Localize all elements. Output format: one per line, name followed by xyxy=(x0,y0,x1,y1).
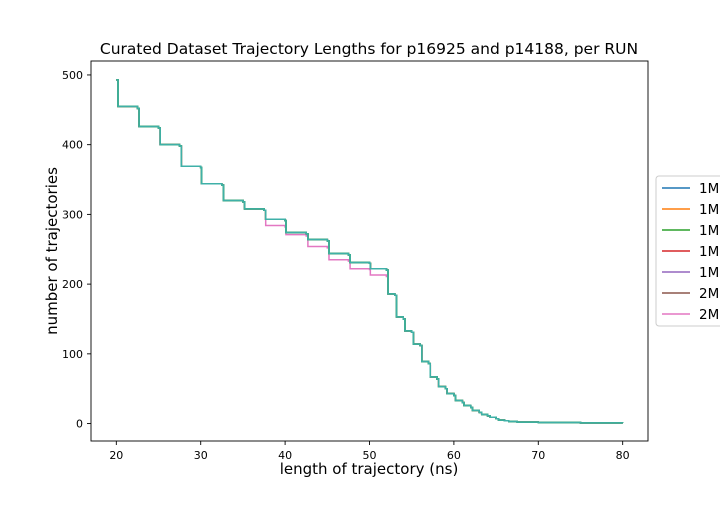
x-tick-label: 60 xyxy=(447,449,461,462)
series-line-12 xyxy=(116,79,624,424)
series-line-3 xyxy=(116,79,624,424)
x-tick-label: 40 xyxy=(278,449,292,462)
legend-label: 1M xyxy=(699,181,719,197)
legend-label: 1M xyxy=(699,244,719,260)
series-line-2 xyxy=(116,79,624,424)
legend: 1M 1M 1M 1M 1M 2M 2M xyxy=(655,175,720,327)
x-tick-label: 20 xyxy=(109,449,123,462)
series-line-1 xyxy=(116,79,624,424)
x-axis-label: length of trajectory (ns) xyxy=(280,460,459,478)
series-line-10 xyxy=(116,79,624,424)
legend-label: 2M xyxy=(699,307,719,323)
x-tick-label: 50 xyxy=(363,449,377,462)
legend-label: 1M xyxy=(699,202,719,218)
x-tick-label: 30 xyxy=(194,449,208,462)
y-axis: 0 100 200 300 400 500 xyxy=(62,69,91,431)
series-line-8 xyxy=(116,79,624,424)
series-line-7 xyxy=(116,79,624,424)
plot-frame xyxy=(90,60,649,442)
legend-items: 1M 1M 1M 1M 1M 2M 2M xyxy=(662,181,719,323)
series-line-9 xyxy=(116,79,624,424)
series-line-5 xyxy=(116,79,624,424)
x-tick-label: 70 xyxy=(531,449,545,462)
y-tick-label: 200 xyxy=(62,278,83,291)
chart-title: Curated Dataset Trajectory Lengths for p… xyxy=(100,40,638,58)
y-tick-label: 400 xyxy=(62,139,83,152)
series-line-4 xyxy=(116,79,624,424)
series-line-11 xyxy=(116,79,624,424)
y-tick-label: 300 xyxy=(62,208,83,221)
x-tick-label: 80 xyxy=(616,449,630,462)
legend-label: 2M xyxy=(699,286,719,302)
x-axis: 20 30 40 50 60 70 80 xyxy=(109,441,630,462)
y-axis-label: number of trajectories xyxy=(43,167,61,335)
series-layer xyxy=(116,79,624,424)
series-line-6 xyxy=(116,79,624,424)
y-tick-label: 100 xyxy=(62,348,83,361)
legend-label: 1M xyxy=(699,265,719,281)
legend-label: 1M xyxy=(699,223,719,239)
y-tick-label: 500 xyxy=(62,69,83,82)
y-tick-label: 0 xyxy=(76,418,83,431)
